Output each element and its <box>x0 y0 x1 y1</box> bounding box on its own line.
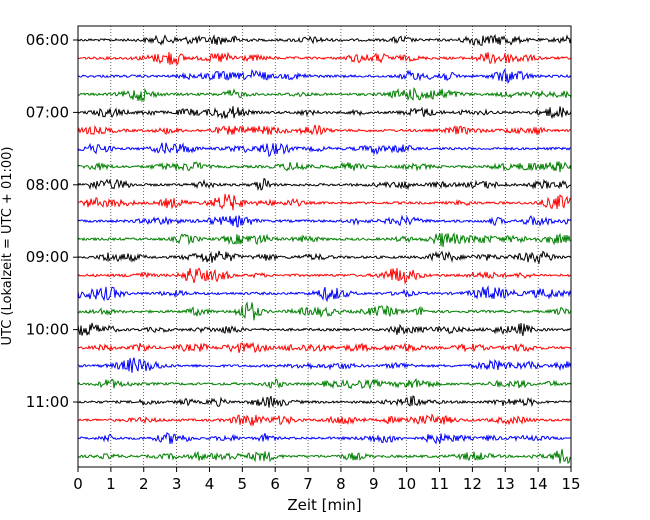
trace-11 <box>77 214 572 228</box>
trace-18 <box>77 341 572 354</box>
y-tick-label-1: 07:00 <box>26 103 69 121</box>
y-tick-label-4: 10:00 <box>26 321 69 339</box>
trace-24 <box>77 449 572 464</box>
trace-10 <box>77 193 572 211</box>
x-tick-label-12: 12 <box>463 475 482 493</box>
x-tick-label-14: 14 <box>529 475 548 493</box>
trace-9 <box>77 177 572 191</box>
y-tick-label-3: 09:00 <box>26 248 69 266</box>
plot-frame <box>77 25 572 468</box>
x-tick-label-8: 8 <box>336 475 346 493</box>
x-tick-label-11: 11 <box>430 475 449 493</box>
x-axis-label: Zeit [min] <box>287 496 361 514</box>
trace-13 <box>77 250 572 265</box>
y-axis-ticks: 06:00 07:00 08:00 09:00 10:00 11:00 <box>26 31 78 411</box>
x-tick-label-6: 6 <box>270 475 280 493</box>
trace-4 <box>77 87 572 103</box>
x-axis-ticks: 0 1 2 3 4 5 6 7 8 9 10 11 12 13 14 15 <box>73 467 581 493</box>
trace-8 <box>77 161 572 173</box>
trace-17 <box>77 322 572 336</box>
y-axis-label: UTC (Lokalzeit = UTC + 01:00) <box>0 147 15 346</box>
x-tick-label-9: 9 <box>369 475 379 493</box>
x-tick-label-13: 13 <box>496 475 515 493</box>
trace-21 <box>77 395 572 408</box>
y-tick-label-2: 08:00 <box>26 176 69 194</box>
x-tick-label-2: 2 <box>139 475 149 493</box>
trace-15 <box>77 284 572 303</box>
trace-12 <box>77 232 571 248</box>
trace-2 <box>77 51 572 66</box>
trace-6 <box>77 124 572 136</box>
trace-1 <box>77 33 572 47</box>
trace-23 <box>77 431 572 445</box>
trace-series <box>77 33 572 464</box>
trace-20 <box>77 377 572 390</box>
trace-16 <box>77 301 572 321</box>
trace-3 <box>77 68 572 85</box>
trace-19 <box>77 357 572 373</box>
y-tick-label-5: 11:00 <box>26 393 69 411</box>
x-tick-label-5: 5 <box>238 475 248 493</box>
x-tick-label-4: 4 <box>205 475 215 493</box>
x-tick-label-10: 10 <box>397 475 416 493</box>
x-tick-label-3: 3 <box>172 475 182 493</box>
x-tick-label-7: 7 <box>303 475 313 493</box>
trace-7 <box>77 142 572 158</box>
trace-5 <box>77 106 572 120</box>
y-tick-label-0: 06:00 <box>26 31 69 49</box>
trace-14 <box>77 267 572 285</box>
x-tick-label-1: 1 <box>106 475 116 493</box>
trace-22 <box>77 413 572 427</box>
x-tick-label-15: 15 <box>561 475 580 493</box>
x-tick-label-0: 0 <box>73 475 83 493</box>
